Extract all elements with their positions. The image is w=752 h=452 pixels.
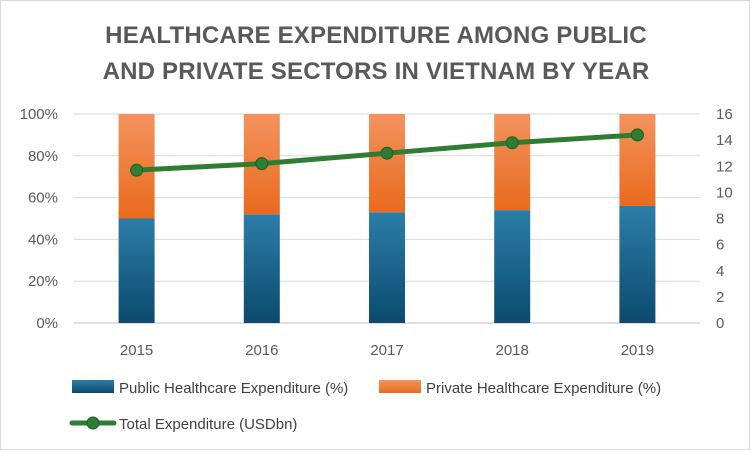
- y-left-tick-label: 40%: [28, 231, 58, 248]
- x-tick-label: 2017: [370, 342, 403, 359]
- x-tick-label: 2015: [120, 342, 153, 359]
- bar-private-2019: [619, 114, 656, 206]
- total-expenditure-point-2017: [380, 146, 394, 160]
- axes: 0% 20% 40% 60% 80% 100% 0 2 4 6 8 10 12 14 16 2015 2016 2…: [20, 106, 733, 359]
- y-right-tick-label: 4: [716, 263, 724, 280]
- legend-swatch-public: [72, 380, 114, 393]
- bar-public-2017: [369, 212, 405, 323]
- x-tick-label: 2016: [245, 342, 278, 359]
- y-right-tick-label: 0: [716, 315, 724, 332]
- y-right-tick-label: 14: [716, 132, 733, 149]
- y-left-tick-label: 20%: [28, 273, 58, 290]
- y-right-tick-label: 10: [716, 184, 733, 201]
- bars: [118, 114, 656, 323]
- y-right-tick-label: 2: [716, 289, 724, 306]
- total-expenditure-point-2019: [630, 128, 644, 142]
- x-tick-label: 2019: [621, 342, 654, 359]
- bar-private-2017: [369, 114, 405, 213]
- chart-title-line-1: HEALTHCARE EXPENDITURE AMONG PUBLIC: [105, 22, 647, 49]
- y-left-tick-label: 80%: [28, 148, 58, 165]
- legend-label-private: Private Healthcare Expenditure (%): [426, 380, 661, 397]
- y-right-tick-label: 12: [716, 158, 733, 175]
- legend-label-total: Total Expenditure (USDbn): [119, 416, 297, 433]
- y-left-tick-label: 100%: [20, 106, 58, 123]
- total-expenditure-point-2016: [255, 157, 269, 171]
- legend-swatch-total-marker: [86, 416, 100, 430]
- total-expenditure-point-2018: [505, 136, 519, 150]
- y-right-tick-label: 16: [716, 106, 733, 123]
- total-expenditure-point-2015: [130, 163, 144, 177]
- bar-public-2015: [118, 218, 155, 323]
- y-left-tick-label: 0%: [36, 315, 58, 332]
- bar-public-2018: [494, 210, 531, 323]
- y-right-tick-label: 8: [716, 211, 724, 228]
- x-tick-label: 2018: [496, 342, 529, 359]
- bar-public-2019: [619, 205, 656, 323]
- chart-title: HEALTHCARE EXPENDITURE AMONG PUBLIC AND …: [0, 18, 752, 90]
- legend-swatch-private: [379, 380, 421, 393]
- bar-public-2016: [243, 214, 280, 323]
- total-expenditure-line: [130, 128, 644, 177]
- chart-title-line-2: AND PRIVATE SECTORS IN VIETNAM BY YEAR: [102, 58, 650, 85]
- legend-label-public: Public Healthcare Expenditure (%): [119, 380, 348, 397]
- y-left-tick-label: 60%: [28, 190, 58, 207]
- legend: Public Healthcare Expenditure (%) Private…: [69, 380, 661, 433]
- bar-private-2018: [494, 114, 531, 211]
- y-right-tick-label: 6: [716, 237, 724, 254]
